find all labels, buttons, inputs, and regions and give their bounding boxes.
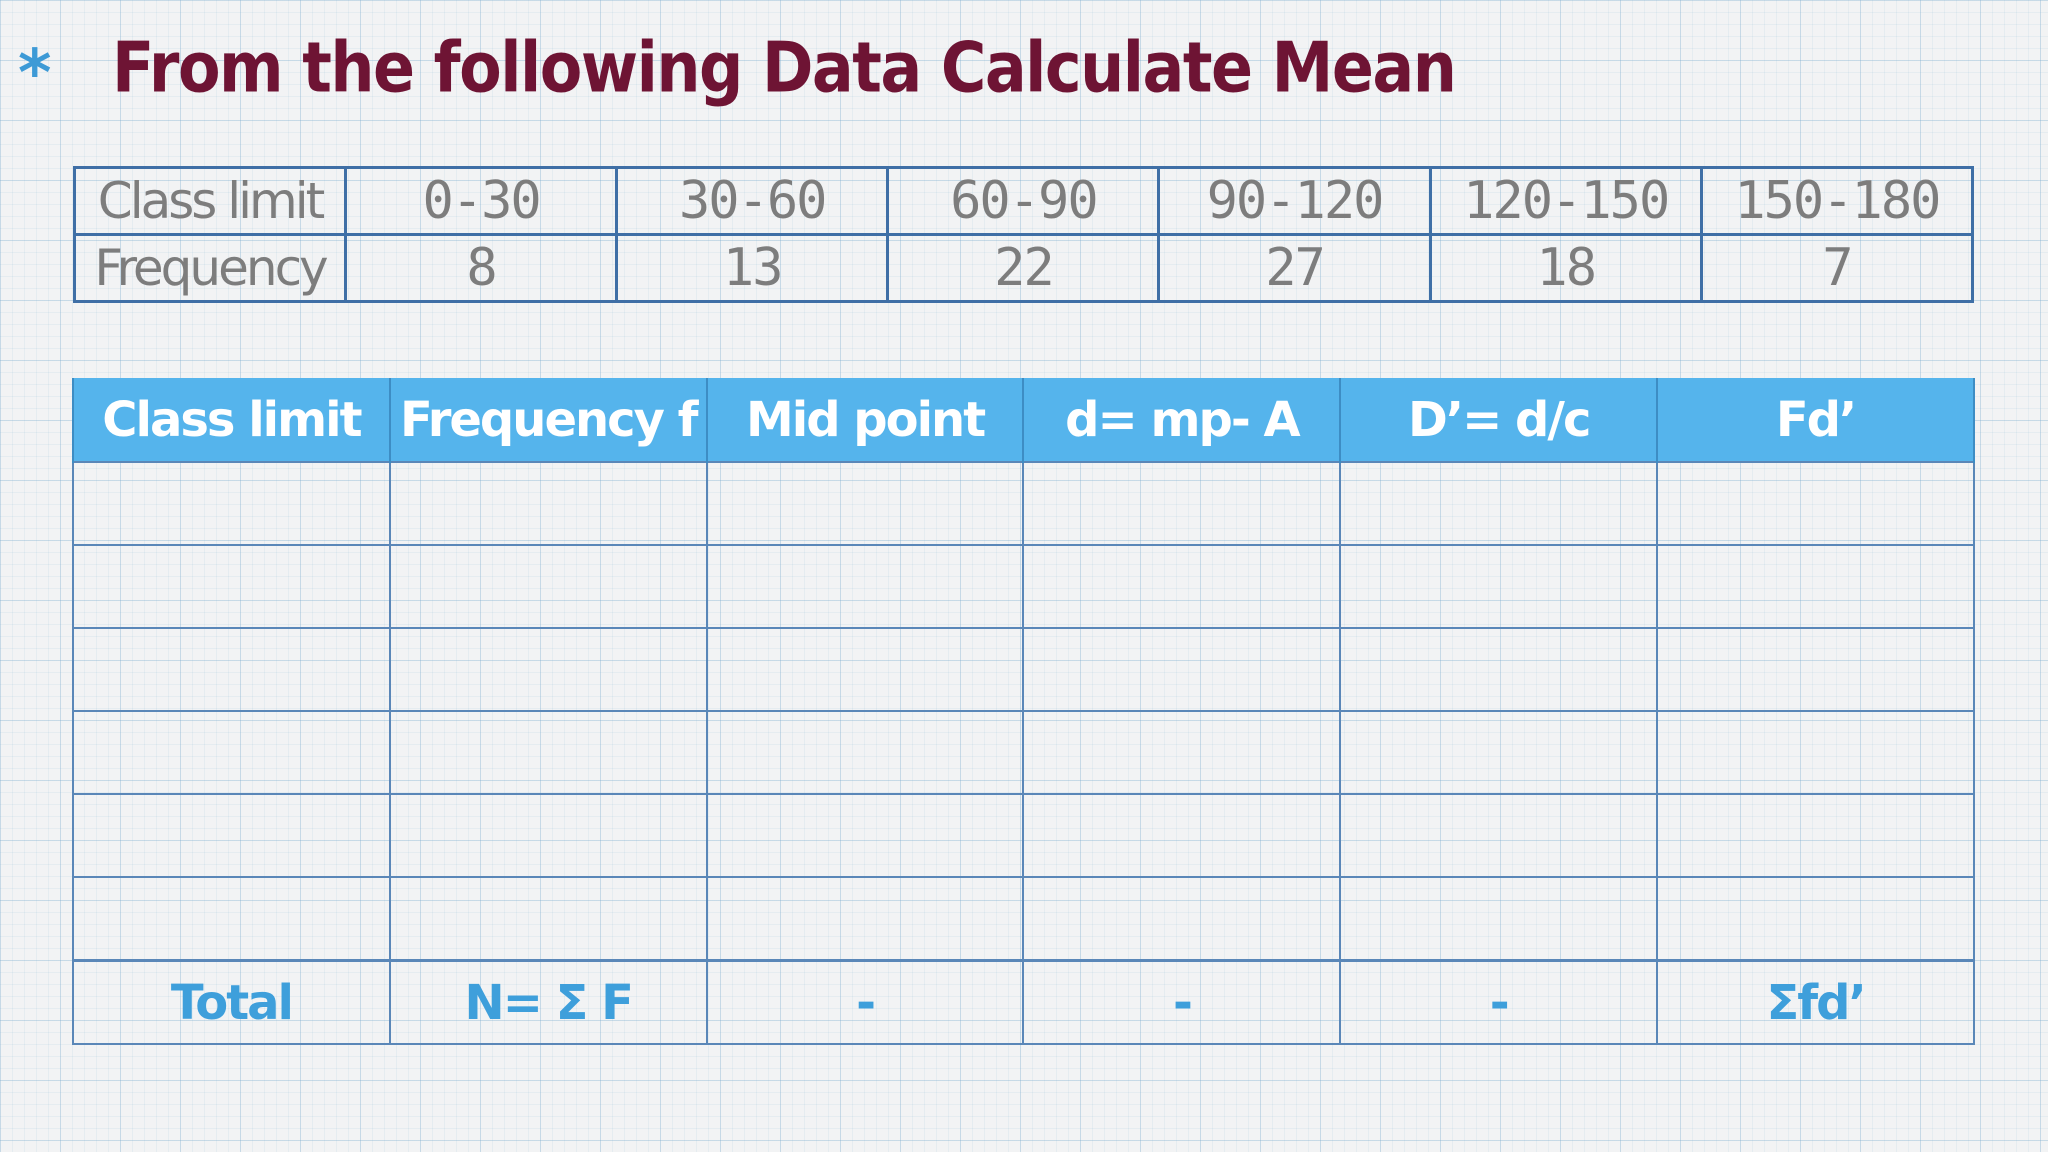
table-cell (705, 544, 1025, 629)
table-cell (1022, 793, 1342, 878)
table-row (72, 793, 1975, 878)
table-cell (1022, 461, 1342, 546)
given-cell: 8 (343, 233, 619, 303)
table-cell (388, 544, 708, 629)
table-cell (1022, 710, 1342, 795)
given-data-table: Class limit 0-30 30-60 60-90 90-120 120-… (73, 166, 1975, 303)
table-cell (1339, 710, 1659, 795)
table-cell (1656, 710, 1975, 795)
table-cell (1022, 876, 1342, 962)
table-cell (1339, 793, 1659, 878)
table-cell (1656, 876, 1975, 962)
total-deviation: - (1022, 959, 1342, 1045)
given-cell: 30-60 (615, 166, 890, 236)
given-cell: 22 (886, 233, 1161, 303)
table-cell (1022, 627, 1342, 712)
table-cell (72, 793, 391, 878)
page-title: From the following Data Calculate Mean (112, 26, 1457, 108)
table-row (72, 710, 1975, 795)
given-row-frequency: Frequency 8 13 22 27 18 7 (73, 233, 1975, 303)
header-fd-prime: Fd’ (1656, 378, 1975, 462)
given-cell: 60-90 (886, 166, 1161, 236)
header-mid-point: Mid point (705, 378, 1025, 462)
header-deviation: d= mp- A (1022, 378, 1342, 462)
total-label: Total (72, 959, 391, 1045)
table-cell (1656, 461, 1975, 546)
table-cell (1339, 544, 1659, 629)
given-cell: 120-150 (1428, 166, 1703, 236)
table-cell (705, 793, 1025, 878)
given-cell: 27 (1157, 233, 1432, 303)
table-cell (1339, 876, 1659, 962)
given-row-class-limit: Class limit 0-30 30-60 60-90 90-120 120-… (73, 166, 1975, 236)
table-cell (705, 627, 1025, 712)
given-row-label: Class limit (73, 166, 347, 236)
table-cell (388, 461, 708, 546)
table-row (72, 876, 1975, 962)
total-step-deviation: - (1339, 959, 1659, 1045)
table-row (72, 461, 1975, 546)
table-cell (72, 876, 391, 962)
given-row-label: Frequency (73, 233, 347, 303)
table-row (72, 627, 1975, 712)
table-cell (1656, 627, 1975, 712)
asterisk-bullet-icon: * (18, 37, 52, 111)
table-cell (72, 627, 391, 712)
table-cell (388, 710, 708, 795)
total-frequency: N= Σ F (388, 959, 708, 1045)
header-step-deviation: D’= d/c (1339, 378, 1659, 462)
total-row: Total N= Σ F - - - Σfd’ (72, 959, 1975, 1045)
table-cell (72, 544, 391, 629)
header-frequency: Frequency f (388, 378, 708, 462)
table-cell (388, 627, 708, 712)
heading: * From the following Data Calculate Mean (18, 22, 1457, 112)
table-cell (388, 876, 708, 962)
given-cell: 13 (615, 233, 890, 303)
given-cell: 18 (1428, 233, 1703, 303)
table-cell (705, 461, 1025, 546)
table-cell (1339, 461, 1659, 546)
given-cell: 90-120 (1157, 166, 1432, 236)
table-cell (705, 876, 1025, 962)
table-cell (1339, 627, 1659, 712)
table-cell (72, 461, 391, 546)
total-fd-prime: Σfd’ (1656, 959, 1975, 1045)
given-cell: 0-30 (343, 166, 619, 236)
given-cell: 150-180 (1699, 166, 1975, 236)
calculation-header-row: Class limit Frequency f Mid point d= mp-… (72, 378, 1975, 462)
table-cell (72, 710, 391, 795)
header-class-limit: Class limit (72, 378, 391, 462)
table-cell (1022, 544, 1342, 629)
given-cell: 7 (1699, 233, 1975, 303)
table-cell (388, 793, 708, 878)
table-cell (1656, 793, 1975, 878)
calculation-table: Class limit Frequency f Mid point d= mp-… (72, 378, 1975, 1045)
table-cell (705, 710, 1025, 795)
table-row (72, 544, 1975, 629)
table-cell (1656, 544, 1975, 629)
total-mid-point: - (705, 959, 1025, 1045)
